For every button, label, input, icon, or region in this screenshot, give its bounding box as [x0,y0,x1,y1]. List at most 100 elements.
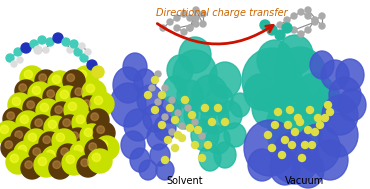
Ellipse shape [292,152,324,188]
Ellipse shape [257,40,293,80]
Circle shape [185,105,191,111]
Ellipse shape [124,109,152,141]
Circle shape [35,70,57,92]
Ellipse shape [184,97,216,133]
Circle shape [63,119,71,127]
Circle shape [87,109,109,131]
Circle shape [19,84,27,91]
Circle shape [39,132,61,154]
Ellipse shape [137,85,163,115]
Circle shape [28,82,52,106]
Ellipse shape [268,76,312,124]
Circle shape [67,74,74,81]
Ellipse shape [134,69,156,95]
Circle shape [222,119,229,125]
Circle shape [99,140,108,149]
Circle shape [295,115,302,122]
Circle shape [187,15,193,21]
Circle shape [23,97,45,119]
Circle shape [6,150,30,174]
Ellipse shape [274,47,326,103]
Circle shape [209,119,215,125]
Ellipse shape [192,75,228,115]
Ellipse shape [206,126,230,154]
Circle shape [36,99,60,123]
Circle shape [87,60,97,70]
Circle shape [27,101,34,108]
Circle shape [93,122,115,144]
Circle shape [312,129,319,136]
Ellipse shape [248,149,276,181]
Circle shape [55,106,63,114]
Ellipse shape [315,85,341,115]
Circle shape [193,15,199,21]
Circle shape [175,132,182,139]
Circle shape [39,74,47,81]
Circle shape [324,101,332,108]
Circle shape [275,30,285,40]
Circle shape [305,13,311,19]
Circle shape [18,145,27,154]
Circle shape [28,133,37,142]
Circle shape [48,120,57,129]
Circle shape [167,19,173,25]
Circle shape [52,75,61,84]
Circle shape [83,100,91,108]
Ellipse shape [295,73,335,117]
Ellipse shape [268,122,296,154]
Circle shape [80,54,88,62]
Circle shape [62,151,86,175]
Ellipse shape [224,123,246,147]
Circle shape [192,119,198,125]
Circle shape [95,136,119,160]
Circle shape [182,97,188,104]
Ellipse shape [143,104,167,132]
Circle shape [306,106,313,114]
Circle shape [61,148,68,156]
Ellipse shape [267,102,303,142]
Circle shape [7,112,14,120]
Circle shape [35,119,43,127]
Ellipse shape [177,80,203,110]
Ellipse shape [199,145,221,171]
Circle shape [289,142,296,149]
Circle shape [44,116,68,140]
Circle shape [79,43,85,49]
Circle shape [74,66,98,90]
Circle shape [174,25,180,31]
Circle shape [145,91,151,98]
Ellipse shape [139,160,157,180]
Text: Vacuum: Vacuum [285,176,324,186]
Circle shape [31,115,53,137]
Circle shape [68,102,77,111]
Ellipse shape [322,95,358,135]
Circle shape [322,115,329,122]
Text: Directional charge transfer: Directional charge transfer [156,8,288,18]
Ellipse shape [159,97,181,123]
Circle shape [60,90,68,99]
Circle shape [162,114,168,120]
Circle shape [188,112,195,119]
Circle shape [74,145,83,154]
Circle shape [64,98,88,122]
Circle shape [89,143,97,151]
Circle shape [71,84,93,106]
Circle shape [76,115,85,124]
Circle shape [305,27,311,33]
Circle shape [302,142,309,149]
Circle shape [53,33,63,43]
Ellipse shape [121,131,145,159]
Circle shape [215,105,222,112]
Circle shape [200,11,206,17]
Circle shape [15,131,23,139]
Circle shape [193,7,199,13]
Circle shape [291,27,297,33]
Circle shape [314,115,322,122]
Circle shape [162,85,168,91]
Circle shape [169,129,175,135]
Circle shape [299,154,306,161]
Circle shape [319,23,325,29]
Circle shape [179,123,185,129]
Circle shape [25,161,33,169]
Ellipse shape [242,48,302,112]
